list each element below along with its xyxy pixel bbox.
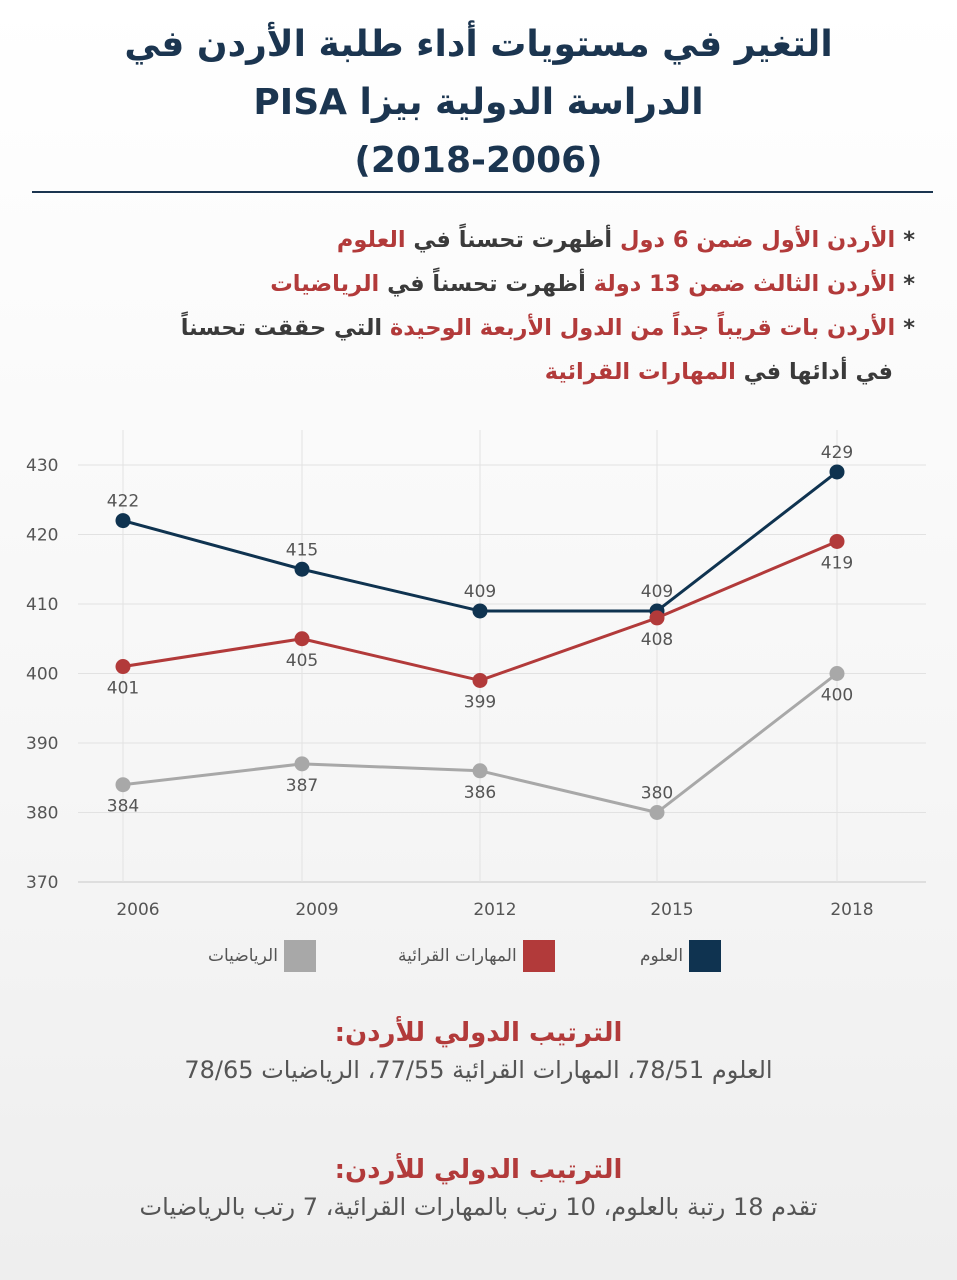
chart-legend: العلوم المهارات القرائية الرياضيات (0, 938, 957, 978)
highlight-math-subject: الرياضيات (270, 271, 380, 297)
legend-item-math: الرياضيات (208, 938, 316, 974)
legend-item-reading: المهارات القرائية (398, 938, 555, 974)
title-line-1: التغير في مستويات أداء طلبة الأردن في (124, 24, 833, 65)
data-point-math (294, 756, 310, 772)
page-title: التغير في مستويات أداء طلبة الأردن في ال… (40, 16, 917, 190)
title-line-3: (2018-2006) (354, 140, 603, 181)
data-label-reading: 401 (107, 679, 139, 699)
title-divider (32, 191, 933, 193)
bullet-star: * (903, 227, 915, 253)
data-label-science: 429 (821, 443, 853, 463)
highlight-science-lead: الأردن الأول ضمن 6 دول (619, 227, 896, 253)
data-label-math: 400 (821, 686, 853, 706)
data-label-science: 415 (286, 540, 318, 560)
chart-grid (78, 430, 926, 883)
data-point-science (294, 561, 310, 577)
y-tick-label: 370 (26, 873, 58, 893)
highlight-science: *الأردن الأول ضمن 6 دول أظهرت تحسناً في … (40, 218, 915, 262)
highlight-reading-subject: المهارات القرائية (544, 359, 736, 385)
highlight-math-lead: الأردن الثالث ضمن 13 دولة (593, 271, 896, 297)
highlight-science-subject: العلوم (336, 227, 406, 253)
data-label-science: 409 (464, 582, 496, 602)
legend-label-math: الرياضيات (208, 946, 278, 966)
bullet-star: * (903, 271, 915, 297)
data-label-math: 380 (641, 784, 673, 804)
x-tick-label: 2018 (830, 900, 873, 920)
x-tick-label: 2015 (650, 900, 693, 920)
highlight-reading-mid: التي حققت تحسناً (180, 315, 390, 341)
legend-swatch-reading (522, 940, 555, 972)
ranking-section-2: الترتيب الدولي للأردن: تقدم 18 رتبة بالع… (30, 1155, 927, 1221)
data-label-reading: 408 (641, 630, 673, 650)
data-label-math: 387 (286, 776, 318, 796)
data-point-math (115, 777, 131, 793)
data-label-reading: 419 (821, 553, 853, 573)
data-label-math: 386 (464, 783, 496, 803)
x-tick-label: 2006 (116, 900, 159, 920)
highlight-reading-tail: في أدائها في (735, 359, 893, 385)
data-point-reading (294, 631, 310, 647)
chart-axes: 370 380 390 400 410 420 430 2006 2009 2012 2015 201… (26, 456, 874, 920)
y-tick-label: 390 (26, 734, 58, 754)
highlight-math: * الأردن الثالث ضمن 13 دولة أظهرت تحسناً … (40, 262, 915, 306)
ranking-text-1: العلوم 78/51، المهارات القرائية 77/55، ا… (184, 1056, 773, 1084)
y-tick-label: 410 (26, 595, 58, 615)
data-label-math: 384 (107, 797, 139, 817)
data-point-reading (649, 610, 665, 626)
highlight-science-mid: أظهرت تحسناً في (405, 227, 620, 253)
data-point-math (472, 763, 488, 779)
ranking-title-2: الترتيب الدولي للأردن: (334, 1155, 623, 1185)
data-point-reading (472, 672, 488, 688)
ranking-section-1: الترتيب الدولي للأردن: العلوم 78/51، الم… (30, 1018, 927, 1084)
highlight-reading-lead: الأردن بات قريباً جداً من الدول الأربعة … (389, 315, 896, 341)
data-point-science (829, 464, 845, 480)
data-point-science (472, 603, 488, 619)
data-label-reading: 405 (286, 651, 318, 671)
chart-series (115, 464, 845, 820)
data-label-science: 422 (107, 492, 139, 512)
highlight-reading: * الأردن بات قريباً جداً من الدول الأربعة… (40, 306, 915, 394)
legend-item-science: العلوم (640, 938, 722, 974)
data-point-reading (829, 533, 845, 549)
highlight-reading-continuation: في أدائها في المهارات القرائية (40, 350, 915, 394)
y-tick-label: 400 (26, 665, 58, 685)
legend-swatch-math (283, 940, 316, 972)
data-point-math (829, 666, 845, 681)
x-tick-label: 2009 (295, 900, 338, 920)
highlight-math-mid: أظهرت تحسناً في (379, 271, 594, 297)
legend-label-reading: المهارات القرائية (398, 946, 517, 966)
y-tick-label: 430 (26, 456, 58, 476)
highlights-list: *الأردن الأول ضمن 6 دول أظهرت تحسناً في … (40, 218, 915, 394)
legend-swatch-science (689, 940, 722, 972)
data-point-science (115, 513, 131, 529)
ranking-text-2: تقدم 18 رتبة بالعلوم، 10 رتب بالمهارات ا… (139, 1193, 818, 1221)
y-tick-label: 380 (26, 804, 58, 824)
data-point-math (649, 805, 665, 820)
line-chart: 370 380 390 400 410 420 430 2006 2009 2012 2015 201… (26, 430, 926, 920)
x-tick-label: 2012 (473, 900, 516, 920)
legend-label-science: العلوم (640, 946, 684, 966)
data-label-reading: 399 (464, 692, 496, 712)
data-point-reading (115, 659, 131, 675)
title-line-2: الدراسة الدولية بيزا PISA (253, 82, 704, 123)
chart-data-labels: 422 415 409 409 429 401 405 399 408 419 384 387 386 3… (107, 443, 853, 817)
data-label-science: 409 (641, 582, 673, 602)
y-tick-label: 420 (26, 526, 58, 546)
ranking-title-1: الترتيب الدولي للأردن: (334, 1018, 623, 1048)
bullet-star: * (903, 315, 915, 341)
